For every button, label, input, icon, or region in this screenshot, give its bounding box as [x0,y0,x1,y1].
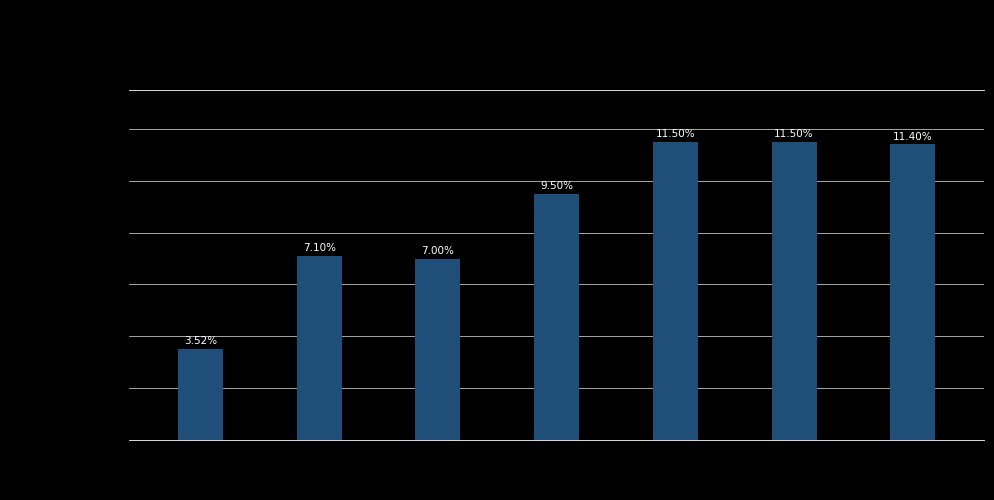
Bar [178,348,223,440]
Text: 7.10%: 7.10% [303,244,336,254]
Bar [653,142,698,440]
Text: 7.00%: 7.00% [421,246,454,256]
Text: 11.40%: 11.40% [893,132,932,142]
Bar [891,144,935,440]
Bar [415,258,460,440]
Text: 11.50%: 11.50% [656,130,695,140]
Text: 11.50%: 11.50% [774,130,814,140]
Bar [296,256,342,440]
Bar [771,142,817,440]
Bar [534,194,580,440]
Text: 3.52%: 3.52% [184,336,217,346]
Text: 9.50%: 9.50% [540,181,574,191]
